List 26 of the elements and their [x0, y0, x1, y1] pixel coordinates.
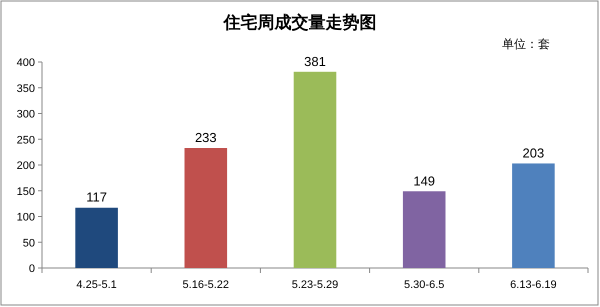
y-tick-label: 200 — [16, 160, 35, 172]
data-label: 203 — [522, 145, 544, 160]
x-tick-label: 6.13-6.19 — [510, 279, 557, 291]
y-tick-label: 50 — [22, 237, 35, 250]
data-label: 233 — [194, 130, 217, 146]
y-tick-label: 100 — [16, 212, 35, 224]
y-tick-label: 350 — [16, 82, 35, 95]
bar — [512, 163, 555, 268]
y-tick-label: 300 — [16, 108, 35, 120]
text: 单位：套 — [502, 37, 550, 51]
y-tick-label: 400 — [16, 57, 35, 69]
data-label: 117 — [86, 190, 107, 205]
bar — [294, 72, 336, 268]
bar — [75, 208, 118, 268]
x-tick-label: 4.25-5.1 — [76, 279, 117, 291]
x-tick-label: 5.30-6.5 — [404, 279, 444, 291]
data-label: 149 — [413, 173, 436, 188]
bar — [184, 148, 228, 268]
chart-title: 住宅周成交量走势图 — [222, 13, 376, 32]
y-tick-label: 150 — [16, 186, 35, 198]
x-tick-label: 5.16-5.22 — [182, 279, 230, 291]
x-tick-label: 5.23-5.29 — [292, 279, 338, 291]
bar — [402, 191, 446, 268]
y-tick-label: 0 — [28, 263, 35, 275]
data-label: 381 — [304, 54, 326, 69]
y-tick-label: 250 — [16, 134, 35, 146]
